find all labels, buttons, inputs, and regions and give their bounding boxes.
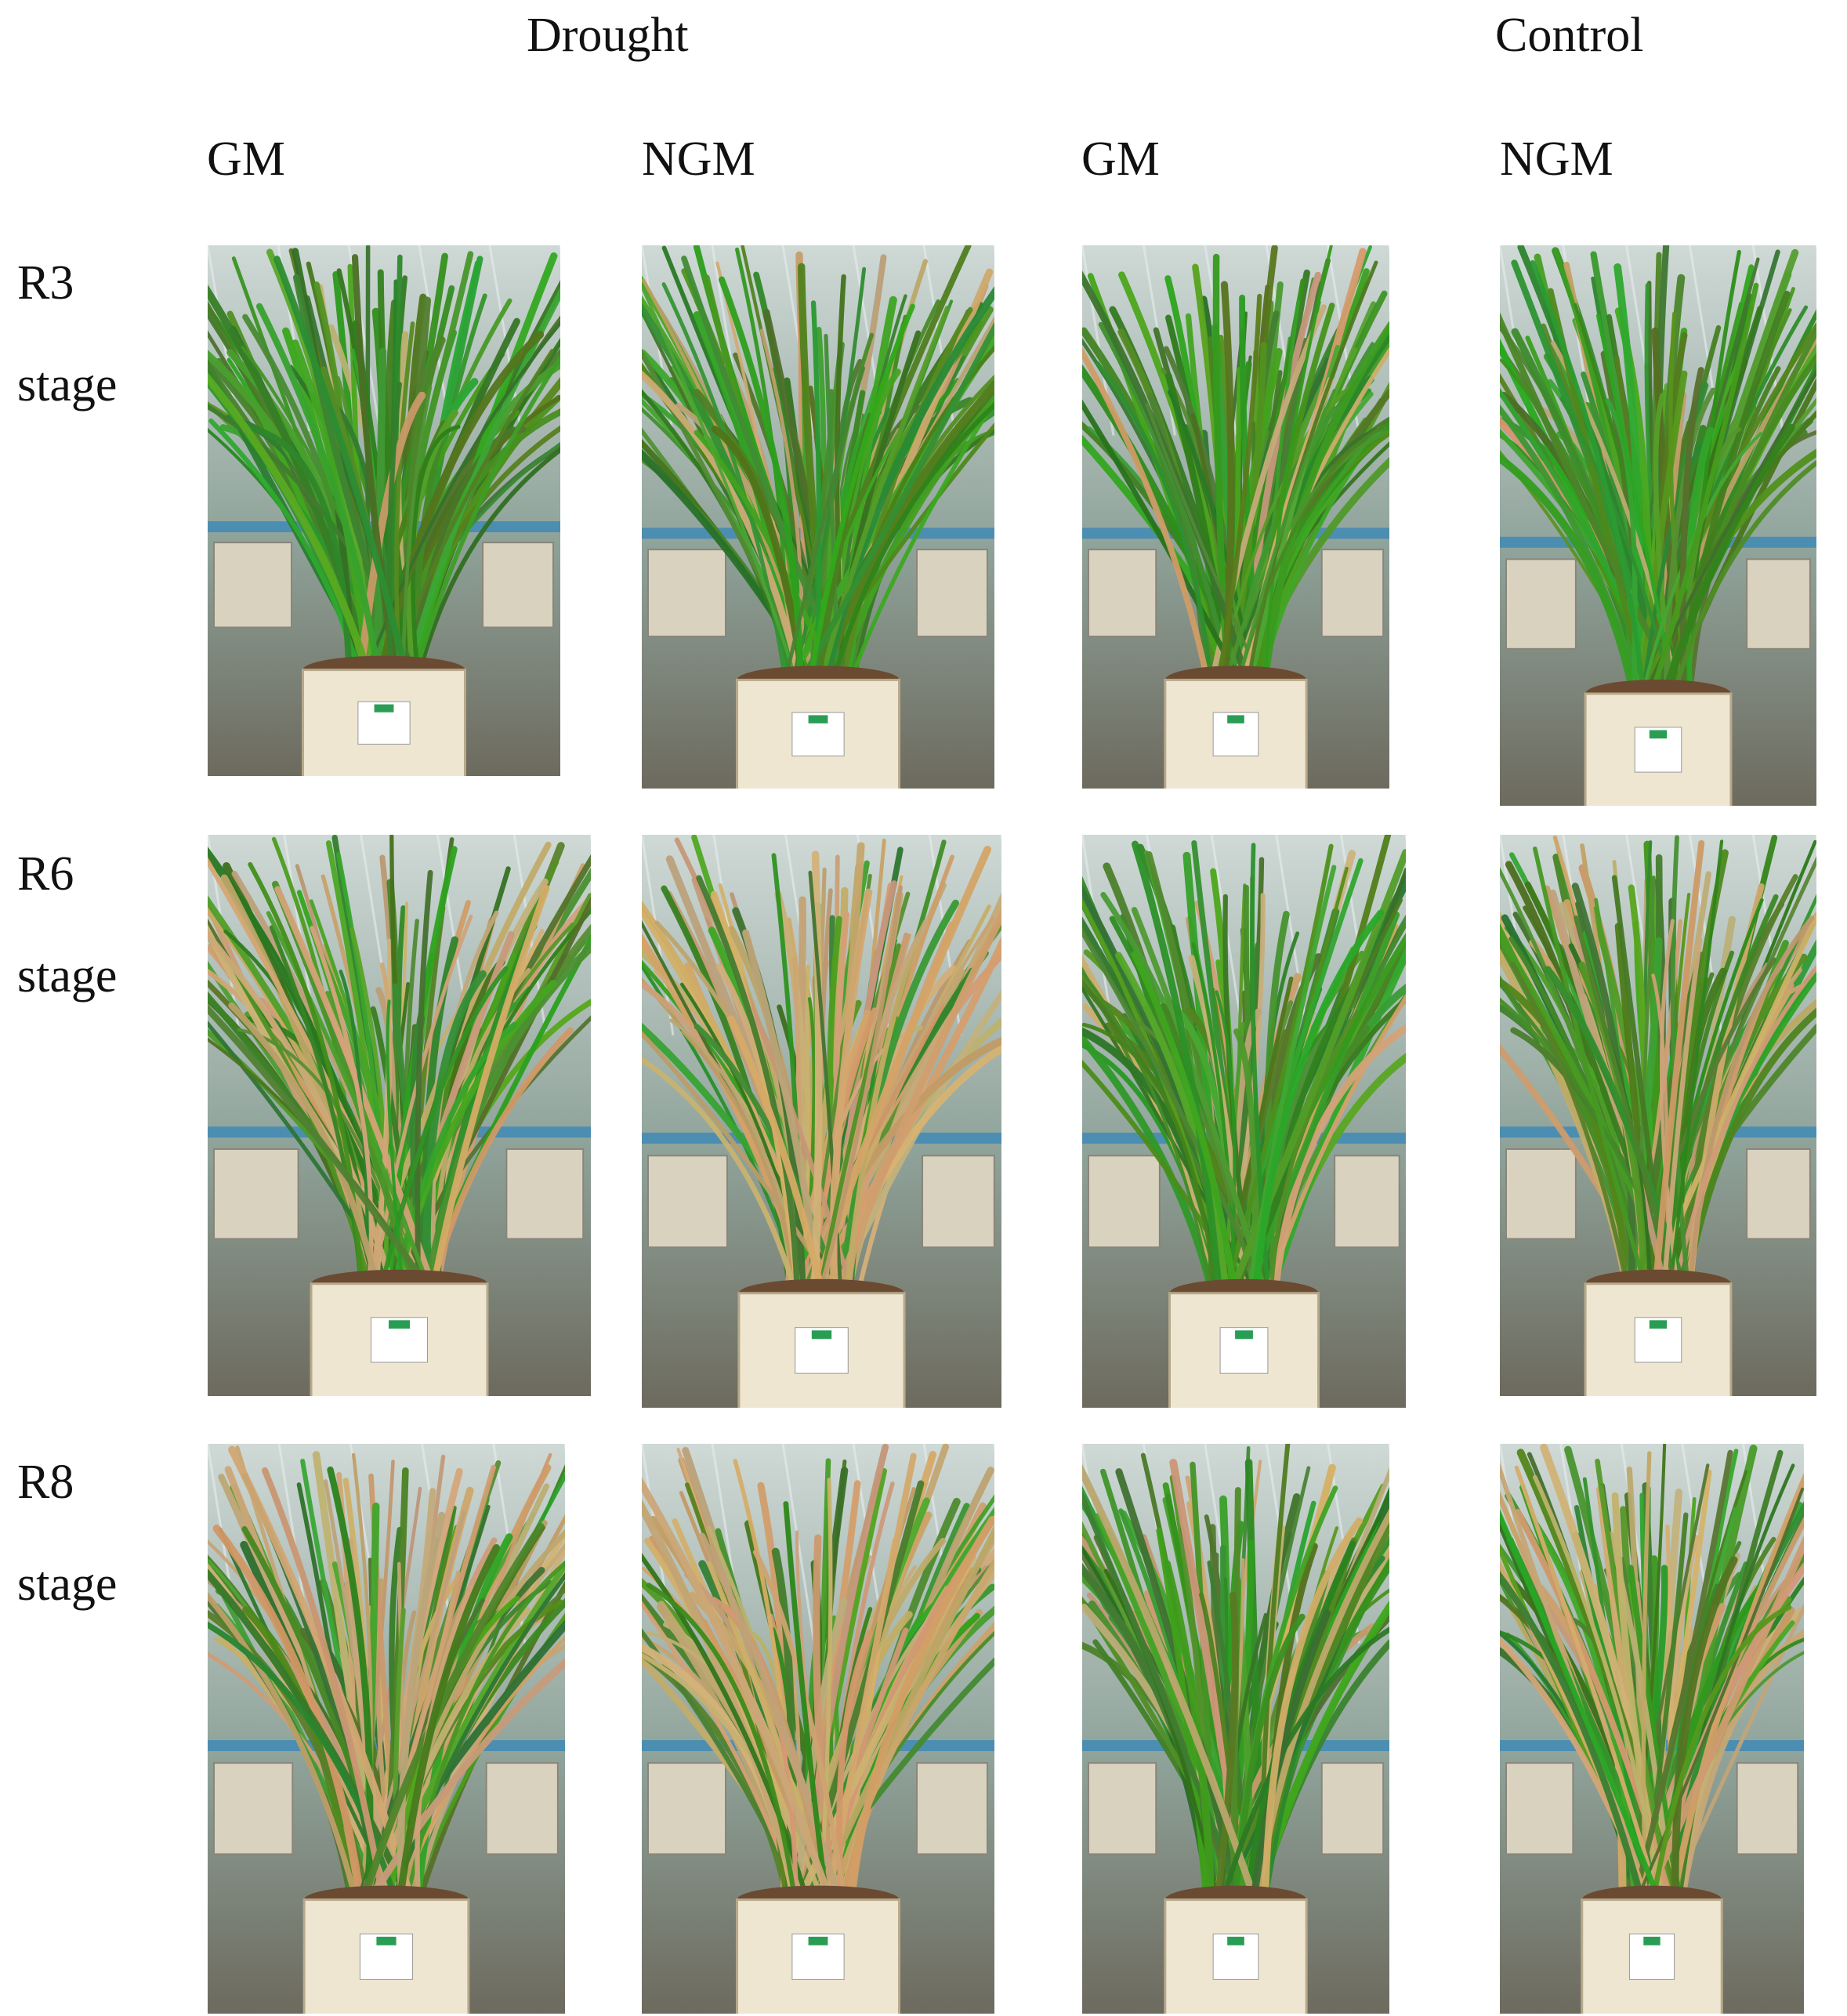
photo-r6-drought-gm — [208, 835, 591, 1396]
photo-r6-control-gm — [1082, 835, 1406, 1408]
control-header: Control — [1495, 9, 1644, 62]
plant-illustration — [208, 1444, 565, 2014]
row-label-r8-stage: stage — [17, 1557, 118, 1611]
plant-illustration — [642, 835, 1001, 1408]
genotype-header-gm-control: GM — [1081, 132, 1160, 186]
photo-r3-drought-gm — [208, 245, 560, 776]
photo-r8-control-ngm — [1500, 1444, 1804, 2014]
genotype-header-ngm-control: NGM — [1500, 132, 1613, 186]
photo-r6-drought-ngm — [642, 835, 1001, 1408]
photo-r8-drought-gm — [208, 1444, 565, 2014]
plant-illustration — [208, 835, 591, 1396]
photo-r8-drought-ngm — [642, 1444, 994, 2014]
row-label-r6-stage: stage — [17, 949, 118, 1003]
row-label-r3-stage: stage — [17, 358, 118, 412]
genotype-header-gm-drought: GM — [207, 132, 285, 186]
photo-r3-control-ngm — [1500, 245, 1816, 806]
photo-r3-drought-ngm — [642, 245, 994, 789]
plant-illustration — [1500, 835, 1816, 1396]
drought-header: Drought — [527, 9, 689, 62]
plant-illustration — [642, 1444, 994, 2014]
photo-r6-control-ngm — [1500, 835, 1816, 1396]
plant-illustration — [208, 245, 560, 776]
row-label-r3: R3 — [17, 256, 74, 310]
plant-illustration — [1082, 835, 1406, 1408]
photo-r8-control-gm — [1082, 1444, 1389, 2014]
row-label-r6: R6 — [17, 847, 74, 901]
row-label-r8: R8 — [17, 1456, 74, 1509]
plant-illustration — [1082, 245, 1389, 789]
photo-r3-control-gm — [1082, 245, 1389, 789]
plant-illustration — [1500, 1444, 1804, 2014]
genotype-header-ngm-drought: NGM — [642, 132, 755, 186]
plant-illustration — [1500, 245, 1816, 806]
plant-illustration — [1082, 1444, 1389, 2014]
plant-illustration — [642, 245, 994, 789]
